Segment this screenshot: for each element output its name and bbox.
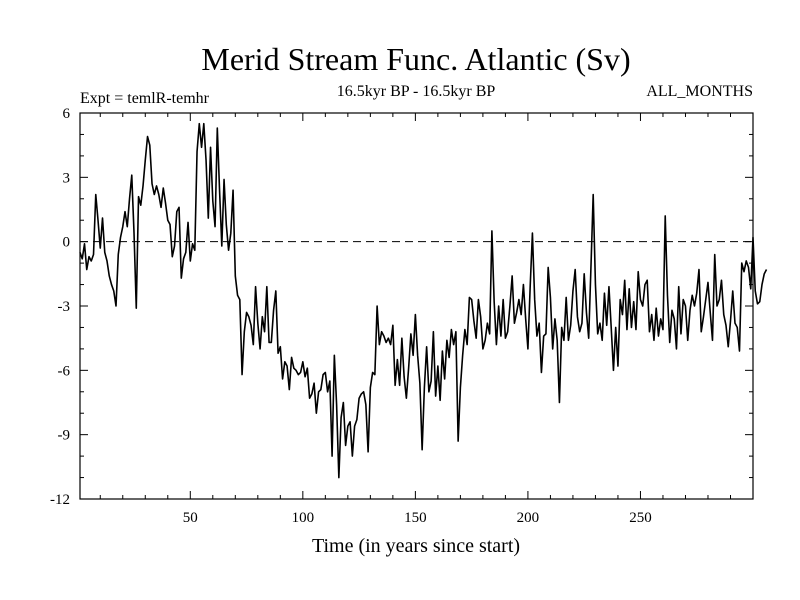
x-tick-label: 250 (629, 510, 652, 526)
chart-title: Merid Stream Func. Atlantic (Sv) (201, 41, 630, 77)
plot-frame (79, 112, 754, 500)
y-tick-label: -3 (58, 299, 71, 315)
y-tick-label: -6 (58, 363, 71, 379)
period-label: 16.5kyr BP - 16.5kyr BP (337, 83, 496, 100)
y-tick-label: 0 (63, 235, 71, 251)
series-line (79, 122, 768, 479)
y-tick-label: -12 (50, 492, 70, 508)
months-label: ALL_MONTHS (646, 83, 753, 100)
x-tick-label: 50 (183, 510, 198, 526)
expt-label: Expt = temlR-temhr (80, 90, 210, 107)
x-tick-label: 100 (292, 510, 315, 526)
x-tick-label: 150 (404, 510, 427, 526)
axis-tick-labels: 50 100 150 200 250 6 3 0 -3 -6 -9 -12 (50, 106, 652, 526)
y-tick-label: 6 (63, 106, 71, 122)
x-axis-label: Time (in years since start) (312, 535, 520, 557)
x-tick-label: 200 (517, 510, 540, 526)
y-tick-label: 3 (63, 170, 71, 186)
y-tick-label: -9 (58, 428, 71, 444)
axis-ticks (80, 112, 753, 500)
